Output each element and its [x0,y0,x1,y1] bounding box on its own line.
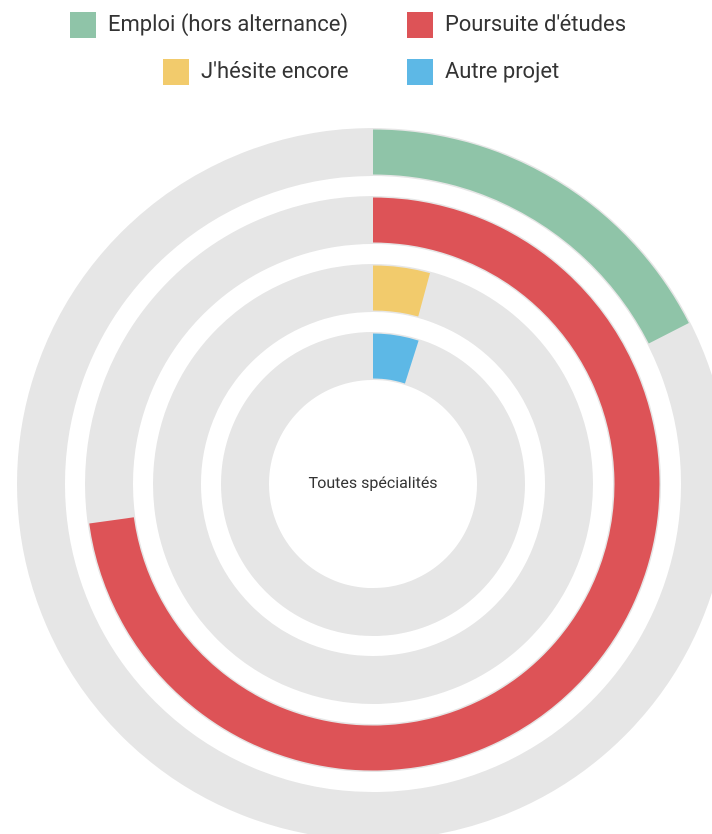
legend-swatch [70,12,96,38]
center-label: Toutes spécialités [308,473,437,492]
legend-label: Autre projet [445,59,559,84]
legend-label: J'hésite encore [201,59,349,84]
radial-bar [372,129,689,344]
legend-label: Poursuite d'études [445,12,626,37]
legend-swatch [407,59,433,85]
radial-bar [89,197,660,771]
radial-bar [372,265,430,317]
legend-label: Emploi (hors alternance) [108,12,348,37]
radial-bar [372,333,419,384]
legend-swatch [407,12,433,38]
legend-swatch [163,59,189,85]
